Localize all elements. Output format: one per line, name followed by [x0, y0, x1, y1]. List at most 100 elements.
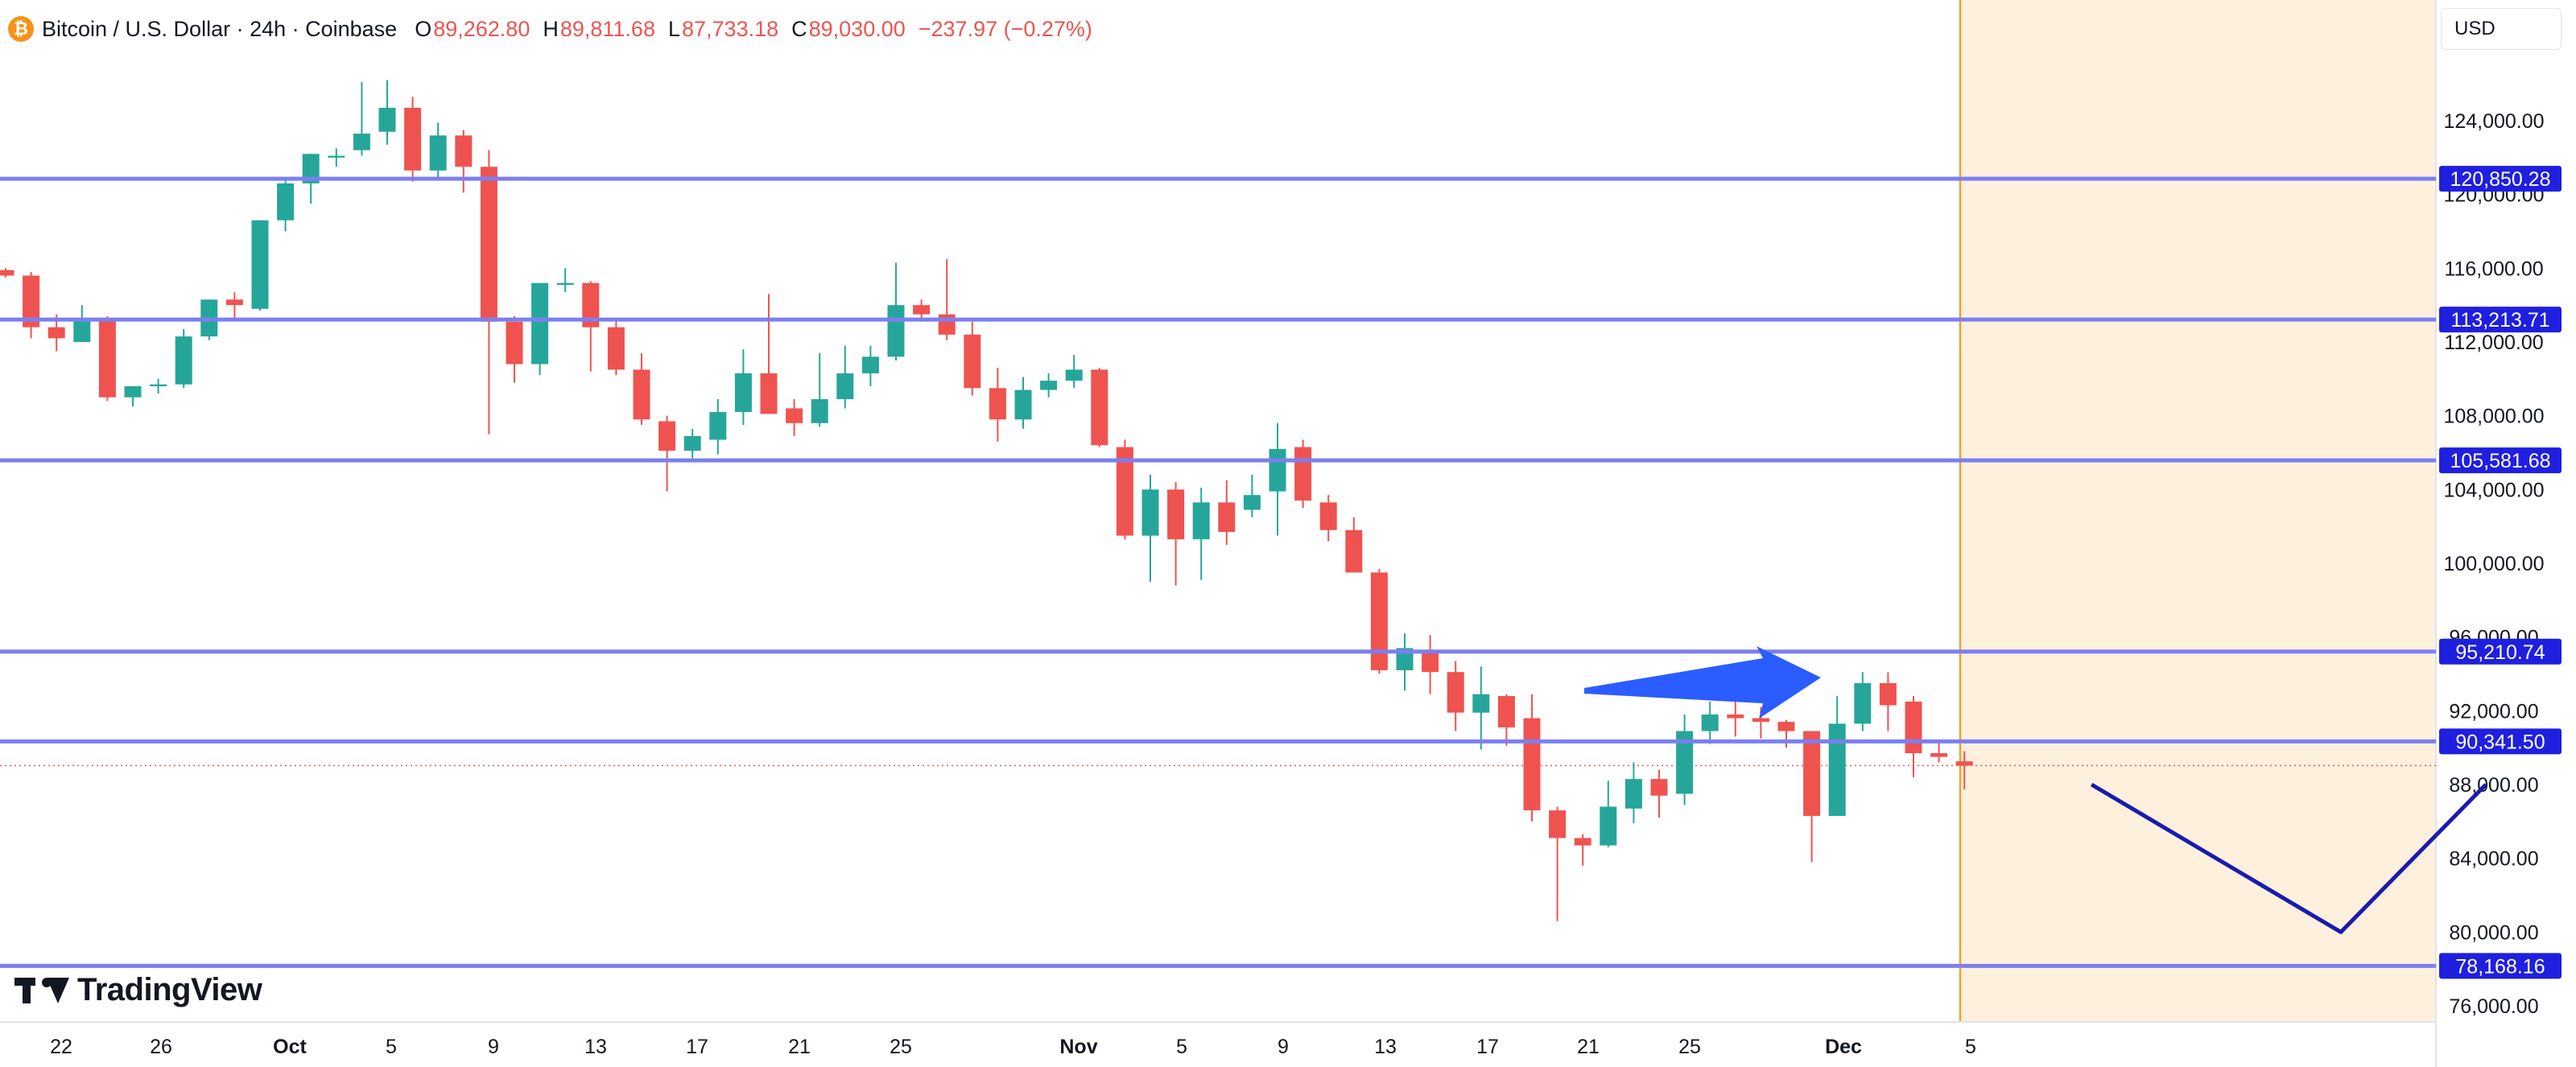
time-tick-label: 26 [150, 1036, 172, 1058]
candle-body [1319, 502, 1337, 530]
candle-body [1269, 448, 1286, 492]
price-tick-label: 84,000.00 [2449, 848, 2538, 871]
candle [353, 81, 370, 156]
price-tick-label: 80,000.00 [2449, 921, 2538, 944]
time-tick-label: 9 [1278, 1036, 1289, 1058]
candle [1422, 635, 1439, 694]
candle-body [1777, 722, 1795, 731]
candle [1345, 517, 1363, 573]
low-value: 87,733.18 [682, 16, 779, 41]
time-tick-label: 9 [488, 1036, 499, 1058]
candle [150, 378, 167, 394]
candle [531, 282, 549, 376]
candle-body [1930, 753, 1948, 757]
candle-body [1549, 810, 1567, 838]
candle-body [404, 107, 422, 171]
candle [225, 292, 243, 319]
candle [1447, 661, 1464, 731]
candle [1091, 368, 1108, 447]
price-tick-label: 104,000.00 [2443, 479, 2544, 501]
tradingview-logo-icon [14, 976, 69, 1005]
candle [1396, 633, 1414, 691]
candle [861, 345, 879, 386]
level-badge-label: 78,168.16 [2455, 955, 2545, 978]
candle-body [1624, 779, 1642, 809]
open-value: 89,262.80 [433, 16, 530, 41]
level-badge [2439, 166, 2562, 192]
candle [1218, 480, 1236, 546]
candle [1065, 355, 1083, 389]
price-tick-label: 76,000.00 [2449, 995, 2538, 1018]
candle-body [887, 305, 905, 357]
candle-body [1472, 694, 1490, 713]
time-tick-label: 22 [50, 1036, 72, 1058]
candle-body [1218, 502, 1236, 533]
time-tick-label: Oct [273, 1036, 307, 1058]
candle-body [633, 369, 650, 420]
candle [658, 415, 676, 492]
time-tick-label: Dec [1825, 1036, 1862, 1058]
candle-body [683, 435, 701, 451]
candle [1879, 672, 1897, 731]
time-tick-label: 17 [1476, 1036, 1499, 1058]
candle-body [47, 327, 65, 339]
highlight-zone [1960, 0, 2436, 1022]
candle-body [124, 386, 142, 398]
candle-body [1065, 369, 1083, 381]
candle [1624, 762, 1642, 824]
candle [1803, 731, 1821, 863]
candle [607, 318, 625, 376]
high-value: 89,811.68 [559, 16, 655, 41]
candle [455, 130, 473, 193]
candle-body [429, 135, 447, 171]
candle [1294, 439, 1312, 509]
price-tick-label: 124,000.00 [2443, 110, 2544, 133]
candle [506, 315, 523, 383]
time-tick-label: 17 [686, 1036, 708, 1058]
candle [0, 268, 14, 278]
candle [1192, 488, 1210, 580]
candle [1574, 834, 1591, 866]
candle [1905, 696, 1922, 777]
level-badge [2439, 953, 2562, 979]
price-tick-label: 88,000.00 [2449, 774, 2538, 797]
candle [429, 122, 447, 179]
time-tick-label: 21 [788, 1036, 811, 1058]
price-tick-label: 92,000.00 [2449, 700, 2538, 723]
candle [633, 352, 650, 426]
candle [811, 352, 828, 427]
candle-body [1116, 447, 1133, 536]
candle [1650, 769, 1668, 818]
candle [1370, 568, 1388, 674]
candle-body [23, 275, 40, 328]
candle [328, 148, 345, 167]
candle-body [225, 299, 243, 306]
currency-selector[interactable]: USD [2441, 8, 2562, 50]
candle [23, 271, 40, 339]
low-label: L [667, 16, 680, 41]
candle [786, 399, 803, 436]
high-label: H [543, 16, 559, 41]
candle-body [328, 155, 345, 158]
candle-body [1141, 489, 1159, 536]
open-label: O [415, 16, 432, 41]
candle-body [760, 373, 778, 414]
candle-body [480, 167, 497, 322]
candle [1676, 714, 1694, 805]
candle-body [1497, 696, 1515, 727]
price-tick-label: 100,000.00 [2443, 553, 2544, 575]
candle [1701, 701, 1719, 744]
candle [277, 179, 295, 232]
candle-body [1600, 806, 1617, 846]
symbol-title[interactable]: Bitcoin / U.S. Dollar · 24h · Coinbase [42, 16, 398, 41]
candle [887, 262, 905, 360]
candle-body [531, 282, 549, 365]
time-tick-label: 25 [890, 1036, 912, 1058]
tradingview-logo[interactable]: TradingView [14, 972, 262, 1008]
candle [73, 305, 91, 342]
tradingview-wordmark: TradingView [77, 972, 262, 1007]
candle [709, 399, 727, 455]
candle-body [73, 318, 91, 342]
candle [734, 349, 752, 426]
